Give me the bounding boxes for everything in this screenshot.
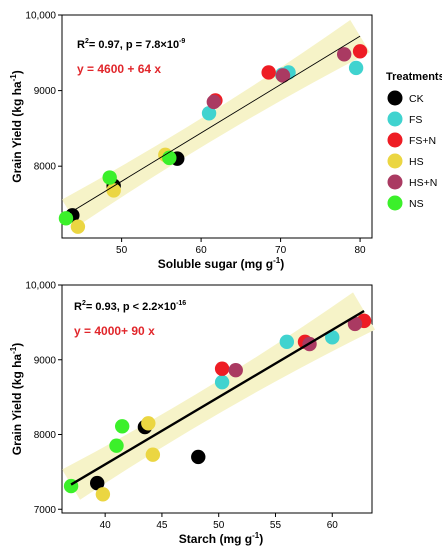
x-axis-label: Soluble sugar (mg g-1) — [158, 256, 284, 271]
legend-label: NS — [409, 198, 424, 210]
y-tick-label: 10,000 — [25, 11, 56, 22]
y-axis-label: Grain Yield (kg ha-1) — [9, 343, 24, 456]
r2-sup: 2 — [85, 38, 89, 45]
x-tick-label: 40 — [100, 520, 112, 531]
data-point-ns-1 — [109, 438, 124, 453]
r2-sup: 2 — [82, 300, 86, 307]
y-axis-label: Grain Yield (kg ha-1) — [9, 70, 24, 183]
regression-line — [70, 309, 365, 486]
y-tick-label: 7000 — [34, 505, 57, 516]
data-point-fs-plus-n-2 — [352, 44, 368, 59]
r2-value: = 0.97, p = 7.8×10 — [89, 39, 179, 51]
data-point-hs-1 — [106, 183, 121, 198]
r2-annotation: R2= 0.97, p = 7.8×10-9 — [77, 38, 185, 51]
x-axis-label-end: ) — [280, 257, 284, 271]
x-axis-label-main: Starch (mg g — [179, 532, 252, 546]
y-axis-label-main: Grain Yield (kg ha — [10, 354, 24, 456]
data-point-hs-2 — [145, 447, 161, 462]
legend-swatch — [387, 174, 403, 190]
x-axis-label: Starch (mg g-1) — [179, 531, 263, 546]
data-point-hs-0 — [70, 219, 86, 234]
legend-swatch — [387, 153, 403, 169]
x-tick-label: 80 — [355, 245, 367, 256]
data-point-hs-plus-n-2 — [347, 316, 363, 332]
legend: Treatments CK FS FS+N HS HS+N NS — [386, 71, 442, 211]
r2-label: R — [74, 301, 82, 313]
data-point-fs-plus-n-1 — [261, 65, 276, 80]
y-axis-label-sup: -1 — [9, 74, 18, 82]
legend-title: Treatments — [386, 71, 442, 83]
x-axis-label-main: Soluble sugar (mg g — [158, 257, 273, 271]
data-point-hs-plus-n-0 — [206, 94, 222, 110]
y-tick-label: 8000 — [34, 162, 57, 173]
data-point-ns-2 — [114, 419, 130, 434]
legend-swatch — [387, 132, 403, 148]
legend-label: FS — [409, 114, 422, 126]
y-axis-label-end: ) — [10, 70, 24, 74]
legend-item: CK — [387, 90, 424, 106]
p-exponent: -9 — [179, 38, 185, 45]
data-point-fs-2 — [325, 330, 340, 345]
x-tick-label: 50 — [116, 245, 128, 256]
y-tick-label: 10,000 — [25, 281, 56, 292]
x-axis-label-sup: -1 — [273, 256, 281, 265]
legend-label: HS — [409, 156, 424, 168]
y-axis-label-sup: -1 — [9, 346, 18, 354]
data-point-fs-0 — [201, 106, 217, 121]
data-point-hs-0 — [95, 487, 111, 502]
y-axis-label-main: Grain Yield (kg ha — [10, 81, 24, 183]
legend-item: NS — [387, 195, 424, 211]
r2-label: R — [77, 39, 85, 51]
y-tick-label: 8000 — [34, 430, 57, 441]
x-axis-label-sup: -1 — [252, 531, 260, 540]
data-point-fs-0 — [214, 374, 230, 390]
r2-value: = 0.93, p < 2.2×10 — [86, 301, 176, 313]
x-tick-label: 55 — [270, 520, 282, 531]
data-point-hs-1 — [141, 416, 156, 431]
legend-swatch — [387, 90, 403, 106]
data-point-ck-0 — [90, 475, 105, 491]
legend-label: CK — [409, 93, 424, 105]
y-axis-label-end: ) — [10, 343, 24, 347]
legend-label: HS+N — [409, 177, 437, 189]
y-tick-label: 9000 — [34, 355, 57, 366]
legend-item: FS+N — [387, 132, 436, 148]
data-point-fs-plus-n-0 — [214, 361, 230, 376]
data-point-hs-plus-n-0 — [228, 363, 243, 378]
data-point-hs-plus-n-1 — [275, 68, 291, 83]
starch-panel: 40 45 50 55 60 7000 8000 9000 10,000 Starch (mg g… — [9, 281, 376, 546]
legend-item: HS+N — [387, 174, 437, 190]
regression-equation: y = 4000+ 90 x — [74, 324, 155, 338]
legend-label: FS+N — [409, 135, 436, 147]
p-exponent: -16 — [176, 300, 186, 307]
regression-line — [69, 35, 361, 214]
data-point-ck-2 — [191, 449, 206, 465]
x-tick-label: 60 — [327, 520, 339, 531]
legend-item: HS — [387, 153, 424, 169]
legend-swatch — [387, 111, 403, 127]
r2-annotation: R2= 0.93, p < 2.2×10-16 — [74, 300, 186, 313]
x-tick-label: 60 — [196, 245, 208, 256]
data-point-hs-plus-n-2 — [336, 47, 352, 62]
sugar-panel: 50 60 70 80 8000 9000 10,000 Soluble sugar (mg … — [9, 11, 373, 271]
data-point-ns-0 — [58, 211, 74, 226]
x-tick-label: 45 — [156, 520, 168, 531]
x-tick-label: 70 — [275, 245, 287, 256]
x-tick-label: 50 — [213, 520, 225, 531]
y-tick-label: 9000 — [34, 86, 57, 97]
x-axis-label-end: ) — [259, 532, 263, 546]
data-point-fs-1 — [279, 334, 295, 350]
legend-item: FS — [387, 111, 422, 127]
data-point-fs-3 — [348, 60, 364, 76]
data-point-ns-1 — [102, 170, 117, 185]
data-point-ns-2 — [162, 150, 177, 166]
legend-swatch — [387, 195, 403, 211]
regression-equation: y = 4600 + 64 x — [77, 62, 161, 76]
